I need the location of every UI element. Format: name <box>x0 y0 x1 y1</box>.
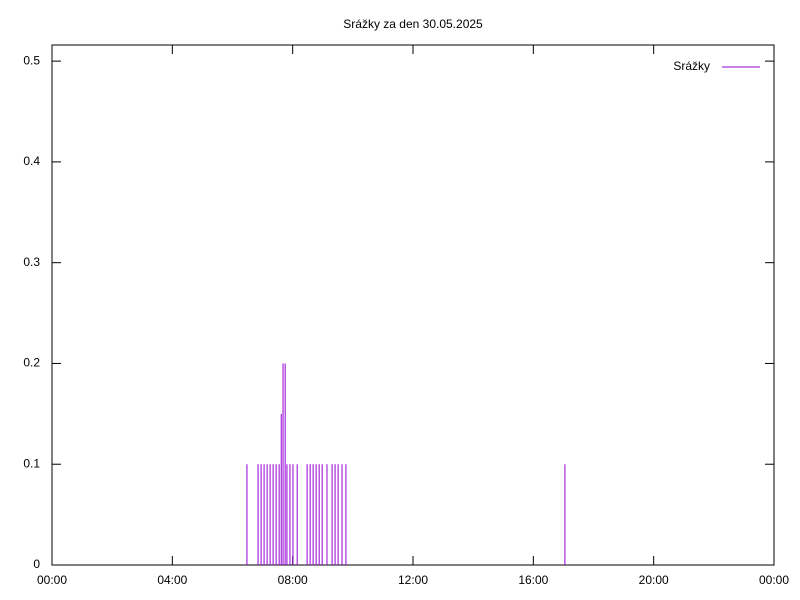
y-tick-label: 0.5 <box>23 53 40 67</box>
y-tick-label: 0.1 <box>23 456 40 470</box>
legend-label: Srážky <box>673 59 710 73</box>
x-tick-label: 00:00 <box>759 573 789 587</box>
x-tick-label: 00:00 <box>37 573 67 587</box>
y-tick-label: 0 <box>33 557 40 571</box>
x-tick-label: 12:00 <box>398 573 428 587</box>
x-tick-label: 04:00 <box>157 573 187 587</box>
x-tick-label: 20:00 <box>639 573 669 587</box>
chart-title: Srážky za den 30.05.2025 <box>343 17 483 31</box>
plot-frame <box>51 44 775 566</box>
y-tick-label: 0.2 <box>23 356 40 370</box>
x-tick-label: 16:00 <box>518 573 548 587</box>
y-tick-label: 0.3 <box>23 255 40 269</box>
y-tick-label: 0.4 <box>23 154 40 168</box>
x-tick-label: 08:00 <box>278 573 308 587</box>
